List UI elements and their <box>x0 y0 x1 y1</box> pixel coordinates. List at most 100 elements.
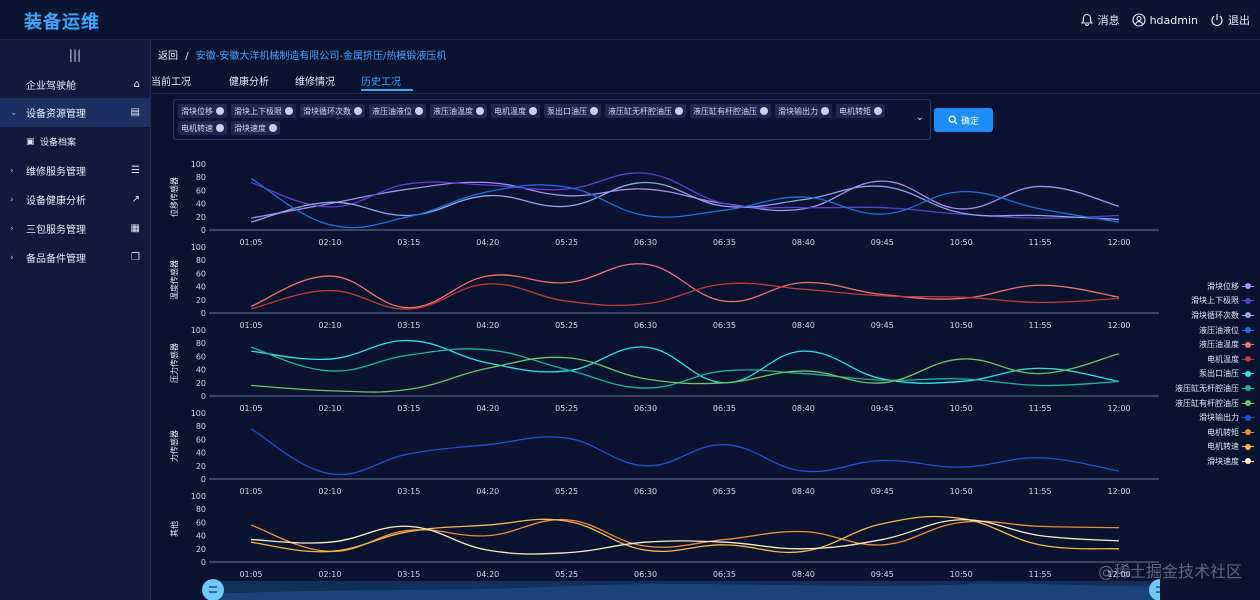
legend-label: 滑块速度 <box>1207 456 1239 466</box>
user-menu[interactable]: hdadmin <box>1132 13 1198 27</box>
sidebar-item-spare-parts[interactable]: › 备品备件管理 ❐ <box>0 243 150 272</box>
close-icon[interactable] <box>354 107 362 115</box>
filter-tag[interactable]: 滑块循环次数 <box>300 104 365 118</box>
y-tick-label: 0 <box>201 392 206 401</box>
filter-tag[interactable]: 液压油液位 <box>369 104 426 118</box>
x-tick-label: 11:55 <box>1029 487 1052 496</box>
logout-button[interactable]: 退出 <box>1210 12 1250 28</box>
filter-tag-label: 滑块输出力 <box>778 106 818 116</box>
x-tick-label: 04:20 <box>476 321 499 330</box>
list-icon: ▤ <box>130 107 140 118</box>
sidebar-item-maintenance[interactable]: › 维修服务管理 ☰ <box>0 156 150 185</box>
chevron-right-icon: › <box>10 223 14 234</box>
legend-label: 液压缸有杆腔油压 <box>1175 398 1239 408</box>
filter-tag[interactable]: 液压油温度 <box>430 104 487 118</box>
sidebar-item-equipment-resources[interactable]: ⌄ 设备资源管理 ▤ <box>0 98 150 127</box>
confirm-button[interactable]: 确定 <box>934 108 993 132</box>
legend-item[interactable]: 电机转速 <box>1160 440 1260 455</box>
breadcrumb-path[interactable]: 安徽-安徽大洋机械制造有限公司-金属挤压/热模锻液压机 <box>195 51 447 62</box>
y-tick-label: 20 <box>196 213 206 222</box>
copy-icon: ❐ <box>131 252 140 263</box>
sensor-select[interactable]: 滑块位移 滑块上下极限 滑块循环次数 液压油液位 液压油温度 电机温度 泵出口油压 液压缸无杆… <box>173 99 931 140</box>
x-tick-label: 02:10 <box>318 321 341 330</box>
legend-item[interactable]: 泵出口油压 <box>1160 367 1260 382</box>
legend-item[interactable]: 电机转矩 <box>1160 425 1260 440</box>
filter-tag[interactable]: 液压缸无杆腔油压 <box>605 104 686 118</box>
sidebar-item-dashboard[interactable]: 企业驾驶舱 ⌂ <box>0 70 150 98</box>
legend-marker <box>1242 443 1254 450</box>
legend-label: 液压油温度 <box>1199 340 1239 350</box>
x-tick-label: 03:15 <box>397 238 420 247</box>
legend-item[interactable]: 液压缸无杆腔油压 <box>1160 381 1260 396</box>
filter-tag[interactable]: 液压缸有杆腔油压 <box>690 104 771 118</box>
x-tick-label: 03:15 <box>397 487 420 496</box>
x-tick-label: 12:00 <box>1107 238 1130 247</box>
legend-label: 滑块上下极限 <box>1191 296 1239 306</box>
x-tick-label: 10:50 <box>950 570 973 579</box>
close-icon[interactable] <box>590 107 598 115</box>
filter-tag[interactable]: 电机转矩 <box>836 104 885 118</box>
sidebar-item-equipment-archive[interactable]: ▣ 设备档案 <box>0 127 150 156</box>
series-line <box>250 282 1120 310</box>
filter-tag[interactable]: 滑块输出力 <box>775 104 832 118</box>
x-tick-label: 06:30 <box>634 570 657 579</box>
zoom-slider-preview <box>211 583 1160 600</box>
tab-current-condition[interactable]: 当前工况 <box>151 77 191 88</box>
filter-tag[interactable]: 泵出口油压 <box>544 104 601 118</box>
filter-tag[interactable]: 滑块位移 <box>178 104 227 118</box>
chevron-down-icon[interactable]: ⌄ <box>915 112 924 123</box>
y-tick-label: 80 <box>196 339 206 348</box>
legend-label: 泵出口油压 <box>1199 369 1239 379</box>
sidebar-item-label: 设备健康分析 <box>26 196 86 207</box>
close-icon[interactable] <box>216 124 224 132</box>
legend-label: 电机转矩 <box>1207 427 1239 437</box>
back-link[interactable]: 返回 <box>158 51 178 62</box>
filter-tag[interactable]: 滑块速度 <box>231 121 280 135</box>
legend-item[interactable]: 滑块循环次数 <box>1160 308 1260 323</box>
tab-health-analysis[interactable]: 健康分析 <box>229 77 269 88</box>
close-icon[interactable] <box>675 107 683 115</box>
sidebar-collapse-button[interactable]: ||| <box>0 40 150 70</box>
tab-maintenance[interactable]: 维修情况 <box>295 77 335 88</box>
legend-item[interactable]: 液压油温度 <box>1160 337 1260 352</box>
x-tick-label: 10:50 <box>950 487 973 496</box>
file-icon: ▣ <box>26 136 35 147</box>
x-tick-label: 02:10 <box>318 404 341 413</box>
tab-history-condition[interactable]: 历史工况 <box>361 73 413 91</box>
filter-tag[interactable]: 电机转速 <box>178 121 227 135</box>
close-icon[interactable] <box>216 107 224 115</box>
close-icon[interactable] <box>415 107 423 115</box>
bell-icon <box>1080 13 1093 26</box>
legend-item[interactable]: 滑块输出力 <box>1160 410 1260 425</box>
filter-tag-label: 液压油温度 <box>433 106 473 116</box>
close-icon[interactable] <box>874 107 882 115</box>
close-icon[interactable] <box>476 107 484 115</box>
close-icon[interactable] <box>760 107 768 115</box>
close-icon[interactable] <box>285 107 293 115</box>
messages-button[interactable]: 消息 <box>1080 12 1120 28</box>
legend-item[interactable]: 滑块上下极限 <box>1160 294 1260 309</box>
filter-tag-label: 滑块速度 <box>234 123 266 133</box>
chevron-down-icon: ⌄ <box>10 107 18 118</box>
filter-tag[interactable]: 电机温度 <box>491 104 540 118</box>
legend-item[interactable]: 滑块位移 <box>1160 279 1260 294</box>
x-tick-label: 11:55 <box>1029 321 1052 330</box>
filter-tag-label: 滑块循环次数 <box>303 106 351 116</box>
sidebar-item-health-analysis[interactable]: › 设备健康分析 ↗ <box>0 185 150 214</box>
close-icon[interactable] <box>269 124 277 132</box>
legend-item[interactable]: 液压油液位 <box>1160 323 1260 338</box>
x-tick-label: 05:25 <box>555 238 578 247</box>
y-tick-label: 60 <box>196 352 206 361</box>
x-tick-label: 06:35 <box>713 321 736 330</box>
close-icon[interactable] <box>821 107 829 115</box>
y-tick-label: 40 <box>196 283 206 292</box>
x-tick-label: 04:20 <box>476 487 499 496</box>
legend-item[interactable]: 电机温度 <box>1160 352 1260 367</box>
series-line <box>250 428 1120 476</box>
filter-tag[interactable]: 滑块上下极限 <box>231 104 296 118</box>
series-line <box>250 339 1120 384</box>
legend-item[interactable]: 滑块速度 <box>1160 454 1260 469</box>
legend-item[interactable]: 液压缸有杆腔油压 <box>1160 396 1260 411</box>
sidebar-item-warranty[interactable]: › 三包服务管理 ▦ <box>0 214 150 243</box>
close-icon[interactable] <box>529 107 537 115</box>
